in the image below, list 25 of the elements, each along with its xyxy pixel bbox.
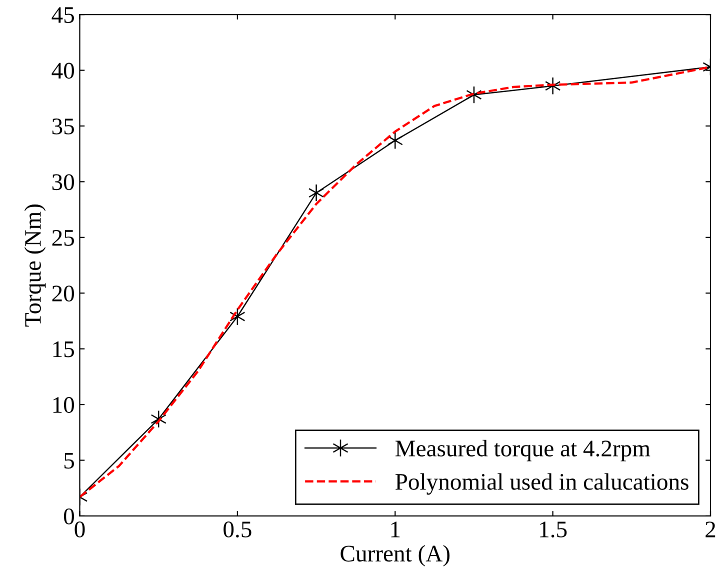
x-tick-label: 1: [391, 522, 400, 538]
y-tick-label: 45: [52, 7, 74, 23]
legend-label: Polynomial used in calucations: [395, 473, 688, 495]
y-tick-label: 30: [52, 174, 74, 190]
y-tick-label: 10: [53, 397, 74, 413]
y-axis-title: Torque (Nm): [24, 204, 46, 327]
x-tick-label: 0.5: [224, 522, 252, 538]
point: [308, 184, 324, 202]
point: [230, 308, 246, 326]
y-tick-label: 15: [53, 341, 74, 358]
point: [466, 86, 482, 104]
x-axis-title: Current (A): [340, 545, 450, 566]
x-tick-label: 2: [706, 522, 716, 538]
y-tick-label: 25: [52, 230, 74, 246]
x-tick-label: 0: [74, 522, 85, 538]
y-tick-label: 5: [64, 452, 74, 469]
point: [150, 410, 166, 428]
point: [387, 132, 403, 150]
y-tick-label: 35: [52, 118, 74, 134]
legend-label: Measured torque at 4.2rpm: [395, 440, 650, 462]
y-tick-label: 0: [64, 508, 74, 524]
y-tick-label: 20: [52, 286, 74, 302]
point: [544, 76, 561, 95]
y-tick-label: 40: [52, 62, 74, 79]
x-tick-label: 1.5: [540, 522, 567, 538]
